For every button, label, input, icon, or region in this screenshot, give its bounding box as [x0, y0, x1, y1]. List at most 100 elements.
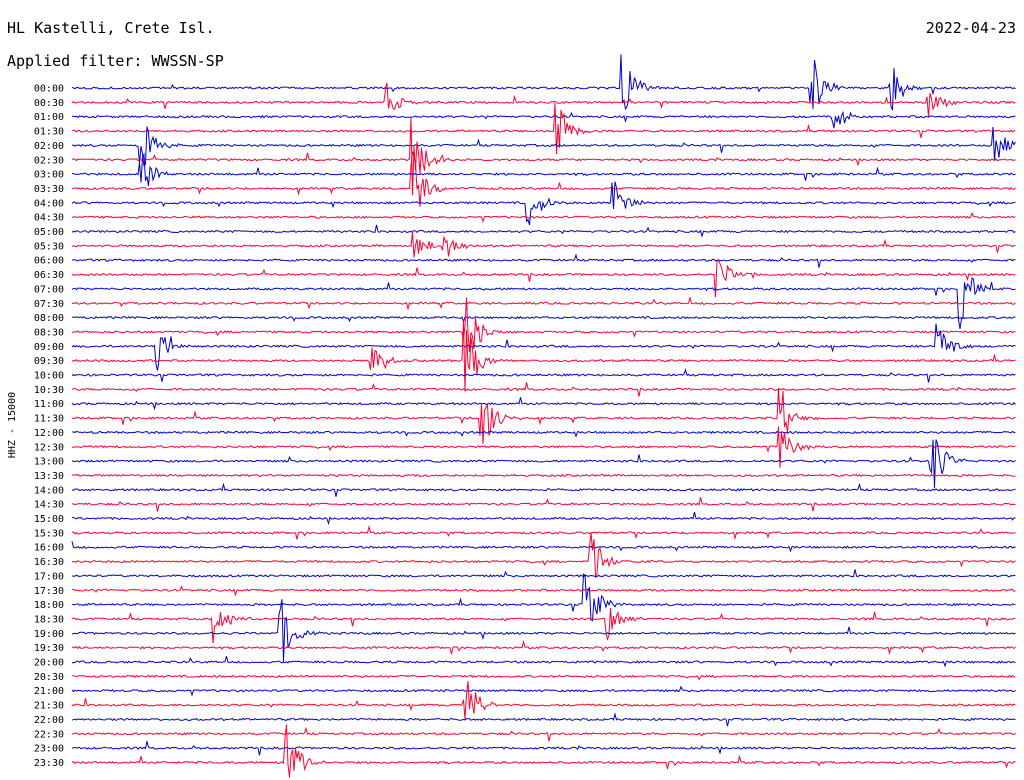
- row-time-label: 00:00: [34, 84, 64, 95]
- trace-line: [71, 639, 1016, 655]
- trace-line: [71, 224, 1016, 238]
- trace-line: [71, 724, 1016, 778]
- row-time-label: 03:00: [34, 170, 64, 181]
- row-time-label: 13:00: [34, 457, 64, 468]
- row-time-label: 06:30: [34, 270, 64, 281]
- row-time-label: 17:30: [34, 586, 64, 597]
- trace-group: [71, 54, 1016, 778]
- row-time-label: 19:30: [34, 643, 64, 654]
- row-time-label: 04:30: [34, 213, 64, 224]
- row-time-label: 09:30: [34, 356, 64, 367]
- trace-line: [71, 685, 1016, 697]
- row-time-label: 06:00: [34, 256, 64, 267]
- row-time-label: 14:30: [34, 500, 64, 511]
- row-time-label: 21:30: [34, 701, 64, 712]
- row-time-label: 10:00: [34, 371, 64, 382]
- row-time-label: 14:00: [34, 485, 64, 496]
- row-time-label: 04:00: [34, 198, 64, 209]
- trace-line: [71, 382, 1016, 397]
- row-time-label: 08:30: [34, 327, 64, 338]
- station-title: HL Kastelli, Crete Isl.: [7, 19, 215, 37]
- row-time-label: 15:30: [34, 528, 64, 539]
- trace-line: [71, 655, 1016, 668]
- filter-label: Applied filter: WWSSN-SP: [7, 52, 224, 70]
- row-time-label: 12:00: [34, 428, 64, 439]
- row-time-label: 10:30: [34, 385, 64, 396]
- trace-line: [71, 397, 1016, 411]
- trace-line: [72, 152, 1016, 187]
- trace-line: [71, 439, 1016, 489]
- trace-line: [71, 674, 1016, 681]
- row-time-label: 05:00: [34, 227, 64, 238]
- row-time-label: 05:30: [34, 241, 64, 252]
- row-time-label: 17:00: [34, 571, 64, 582]
- trace-line: [71, 569, 1016, 578]
- trace-line: [71, 297, 1016, 311]
- trace-line: [71, 726, 1016, 742]
- trace-line: [72, 315, 1016, 324]
- row-time-label: 23:30: [34, 758, 64, 769]
- date-label: 2022-04-23: [926, 19, 1016, 37]
- row-time-label: 11:00: [34, 399, 64, 410]
- trace-line: [71, 126, 1016, 167]
- trace-line: [71, 320, 1016, 392]
- trace-line: [71, 482, 1016, 497]
- trace-line: [71, 741, 1016, 756]
- row-time-label: 20:30: [34, 672, 64, 683]
- trace-line: [71, 541, 1016, 553]
- trace-line: [71, 231, 1016, 258]
- row-time-label: 16:30: [34, 557, 64, 568]
- trace-line: [71, 117, 1016, 196]
- row-time-label: 13:30: [34, 471, 64, 482]
- trace-line: [71, 110, 1016, 129]
- y-axis-label: HHZ - 15000: [7, 392, 18, 458]
- row-time-label: 00:30: [34, 98, 64, 109]
- row-time-label: 09:00: [34, 342, 64, 353]
- row-time-label: 11:30: [34, 414, 64, 425]
- row-time-label: 18:30: [34, 614, 64, 625]
- row-label-group: 00:00 00:30 01:00 01:30 02:00 02:30 03:00 03:30…: [34, 84, 64, 769]
- trace-line: [71, 426, 1016, 468]
- row-time-label: 18:00: [34, 600, 64, 611]
- trace-line: [71, 297, 1016, 353]
- trace-line: [71, 473, 1016, 478]
- trace-line: [71, 712, 1016, 727]
- trace-line: [71, 532, 1016, 579]
- trace-line: [71, 151, 1016, 207]
- row-time-label: 08:00: [34, 313, 64, 324]
- row-time-label: 21:00: [34, 686, 64, 697]
- row-time-label: 01:30: [34, 127, 64, 138]
- row-time-label: 07:30: [34, 299, 64, 310]
- row-time-label: 02:00: [34, 141, 64, 152]
- trace-line: [71, 212, 1016, 224]
- row-time-label: 02:30: [34, 155, 64, 166]
- trace-line: [71, 525, 1016, 541]
- trace-line: [71, 277, 1016, 329]
- trace-line: [71, 430, 1016, 438]
- trace-line: [71, 258, 1016, 298]
- row-time-label: 22:30: [34, 729, 64, 740]
- row-time-label: 22:00: [34, 715, 64, 726]
- trace-line: [71, 181, 1016, 226]
- trace-line: [71, 102, 1016, 155]
- trace-line: [71, 599, 1016, 662]
- trace-line: [71, 573, 1016, 622]
- trace-line: [71, 323, 1016, 371]
- trace-line: [71, 82, 1016, 118]
- row-time-label: 15:00: [34, 514, 64, 525]
- trace-line: [71, 511, 1016, 526]
- row-time-label: 19:00: [34, 629, 64, 640]
- trace-line: [71, 54, 1016, 111]
- row-time-label: 16:00: [34, 543, 64, 554]
- trace-line: [71, 368, 1016, 383]
- trace-line: [71, 388, 1016, 444]
- trace-line: [71, 253, 1016, 268]
- row-time-label: 20:00: [34, 658, 64, 669]
- trace-line: [72, 585, 1016, 597]
- trace-line: [71, 681, 1016, 720]
- row-time-label: 12:30: [34, 442, 64, 453]
- row-time-label: 01:00: [34, 112, 64, 123]
- trace-line: [72, 497, 1016, 512]
- row-time-label: 23:00: [34, 744, 64, 755]
